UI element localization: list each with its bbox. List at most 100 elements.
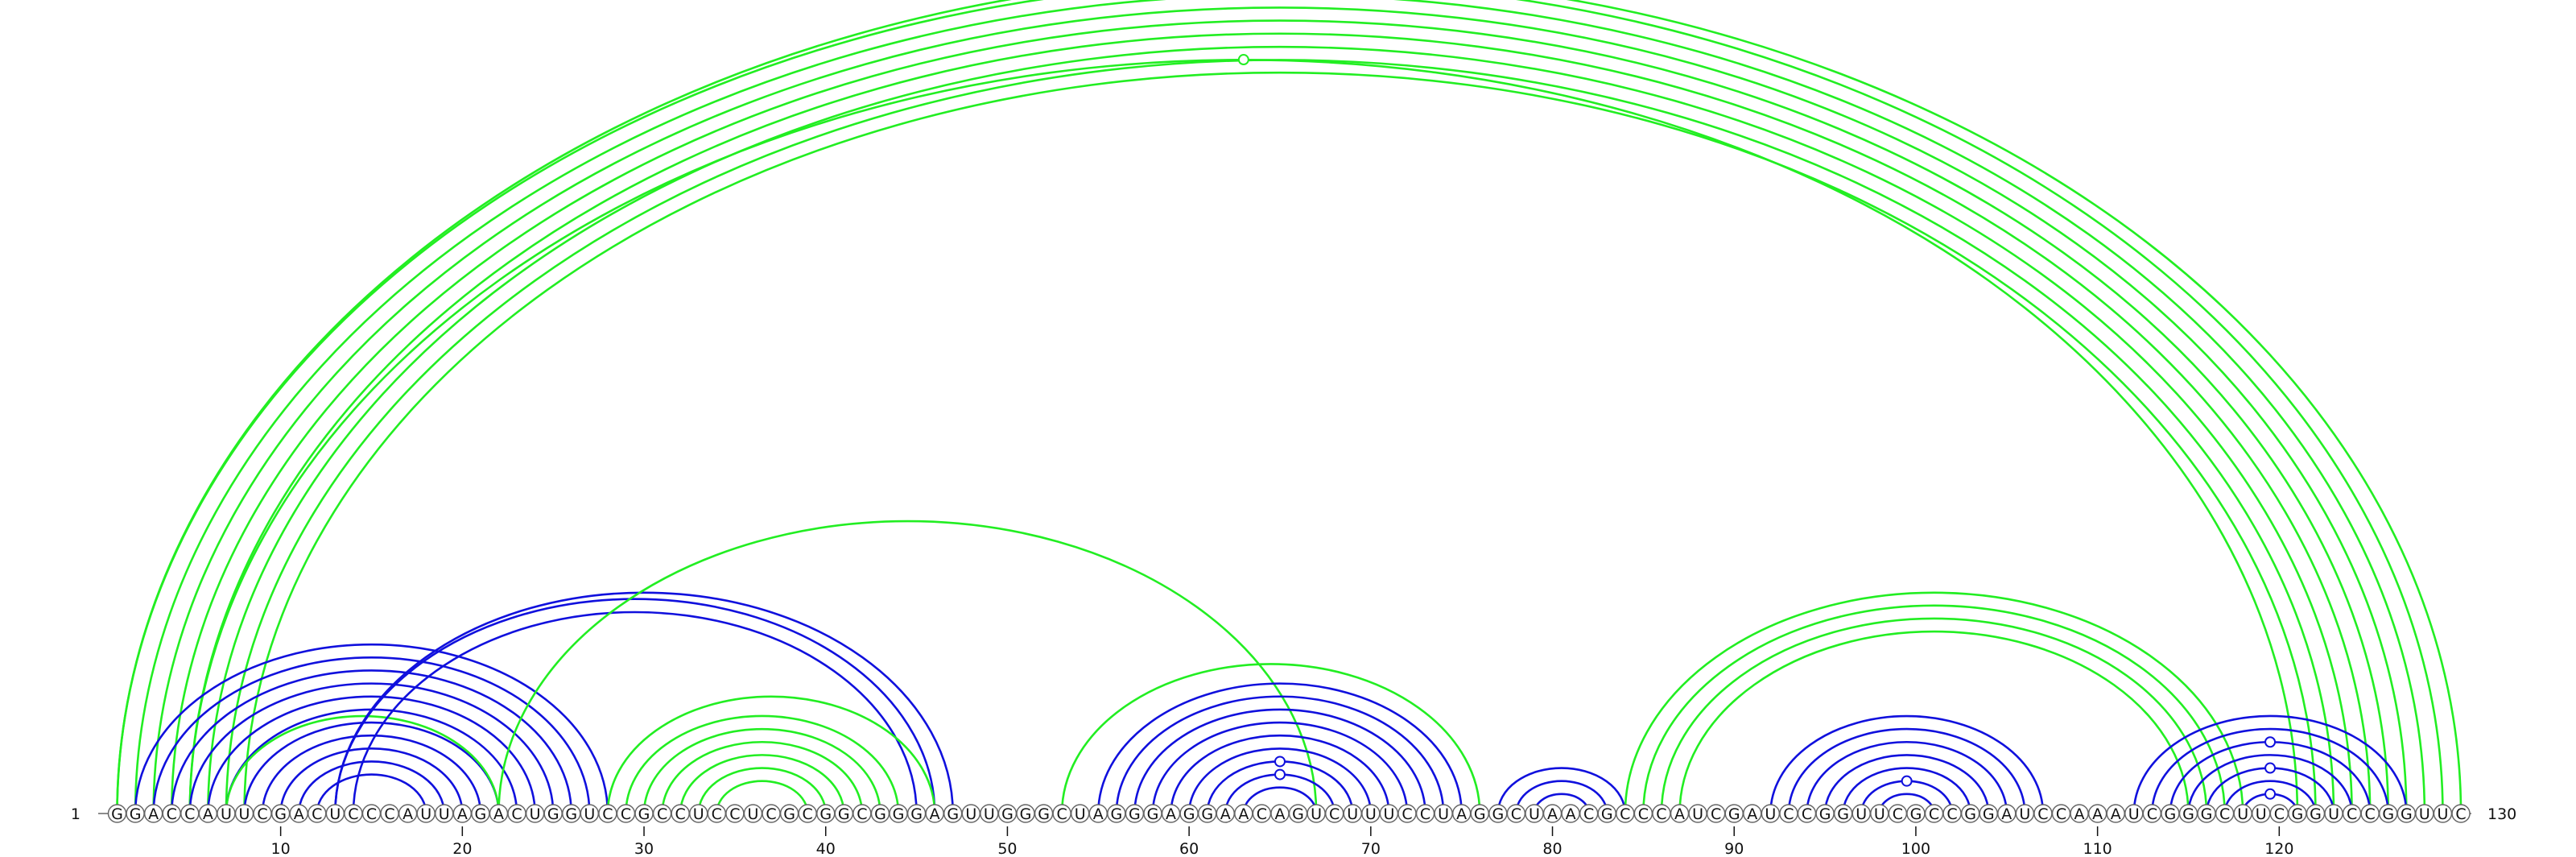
nucleotide: C [1579, 804, 1599, 823]
nucleotide-letter: C [257, 805, 267, 823]
nucleotide: U [1688, 804, 1707, 823]
nucleotide: C [852, 804, 872, 823]
nucleotide-letter: U [2019, 805, 2030, 823]
nucleotide-letter: G [2292, 805, 2304, 823]
base-pair-arc [716, 780, 809, 814]
base-pair-arc [606, 695, 936, 814]
nucleotide: C [1324, 804, 1344, 823]
nucleotide-letter: G [2310, 805, 2322, 823]
nucleotide-letter: G [1601, 805, 1613, 823]
nucleotide: A [289, 804, 308, 823]
base-pair-arc [1678, 630, 2190, 814]
nucleotide-letter: A [1747, 805, 1757, 823]
nucleotide-letter: C [184, 805, 195, 823]
nucleotide-letter: G [638, 805, 650, 823]
nucleotide-letter: A [148, 805, 159, 823]
nucleotide: C [380, 804, 399, 823]
nucleotide: A [1451, 804, 1472, 823]
nucleotide-letter: A [203, 805, 213, 823]
nucleotide: C [344, 804, 363, 823]
nucleotide: C [616, 804, 636, 823]
nucleotide-letter: U [693, 805, 704, 823]
base-pair-arc [1624, 591, 2244, 814]
base-pair-arc [1151, 721, 1409, 814]
nucleotide: U [2415, 804, 2434, 823]
nucleotide-letter: G [2382, 805, 2394, 823]
nucleotide: U [980, 804, 999, 823]
nucleotide: A [198, 804, 218, 823]
nucleotide: A [1670, 804, 1690, 823]
nucleotide: C [1616, 804, 1635, 823]
base-pair-arc [297, 760, 446, 814]
nucleotide: C [671, 804, 690, 823]
position-label: 20 [452, 840, 472, 857]
start-label: 1 [71, 805, 80, 823]
nucleotide-letter: U [2237, 805, 2248, 823]
nucleotide: C [725, 804, 745, 823]
nucleotide-letter: A [1674, 805, 1685, 823]
pair-marker [2264, 762, 2277, 774]
nucleotide-letter: G [1001, 805, 1013, 823]
base-pair-arc [170, 669, 573, 814]
base-pair-arc [2187, 754, 2353, 814]
base-pair-arc [497, 520, 1318, 814]
nucleotide: A [1270, 804, 1290, 823]
nucleotide-letter: G [2165, 805, 2177, 823]
nucleotide-letter: C [2147, 805, 2157, 823]
nucleotide-letter: G [2182, 805, 2194, 823]
base-pair-arc [1769, 714, 2045, 814]
nucleotide: C [1942, 804, 1962, 823]
nucleotide: G [779, 804, 799, 823]
nucleotide-letter: A [2074, 805, 2085, 823]
nucleotide-letter: U [1383, 805, 1394, 823]
nucleotide-letter: A [1566, 805, 1576, 823]
base-pair-arc [642, 727, 881, 814]
pair-marker [1274, 768, 1286, 780]
base-pair-arc [1787, 727, 2026, 814]
nucleotide: G [126, 804, 145, 823]
base-pair-arc [1515, 780, 1608, 814]
nucleotide: G [1470, 804, 1489, 823]
nucleotide-letter: U [1075, 805, 1086, 823]
nucleotide: G [997, 804, 1018, 823]
nucleotide: C [2051, 804, 2071, 823]
nucleotide-letter: C [366, 805, 377, 823]
nucleotide: G [543, 804, 563, 823]
nucleotide-letter: U [329, 805, 341, 823]
nucleotide-letter: C [657, 805, 667, 823]
nucleotide: U [1379, 804, 1399, 823]
base-pair-arc [170, 19, 2390, 814]
nucleotide-letter: C [1946, 805, 1957, 823]
nucleotide-letter: G [874, 805, 886, 823]
position-label: 30 [634, 840, 654, 857]
nucleotide: U [2124, 804, 2144, 823]
nucleotide-letter: G [1819, 805, 1831, 823]
nucleotide-letter: C [1402, 805, 1412, 823]
nucleotide-letter: G [1474, 805, 1486, 823]
nucleotide-letter: G [783, 805, 795, 823]
nucleotide-letter: U [965, 805, 976, 823]
nucleotide: A [1216, 804, 1236, 823]
nucleotide-letter: U [1856, 805, 1867, 823]
nucleotide-letter: C [312, 805, 322, 823]
nucleotide: C [598, 804, 617, 823]
nucleotide-letter: C [1802, 805, 1812, 823]
nucleotide-letter: C [2365, 805, 2376, 823]
base-pair-arc [661, 741, 864, 814]
nucleotide: C [1397, 804, 1417, 823]
base-pair-arc [118, 0, 2462, 814]
nucleotide-letter: C [2455, 805, 2466, 823]
nucleotide: A [489, 804, 509, 823]
nucleotide-letter: C [803, 805, 813, 823]
nucleotide: A [1542, 804, 1563, 823]
nucleotide: A [1561, 804, 1580, 823]
nucleotide: C [762, 804, 781, 823]
nucleotide-letter: G [838, 805, 850, 823]
nucleotide-letter: U [1311, 805, 1322, 823]
base-pair-arc [1660, 617, 2208, 814]
pair-marker [2264, 788, 2277, 800]
base-pair-arc [1806, 741, 2008, 814]
base-pair-arc [1842, 767, 1971, 814]
nucleotide: G [270, 804, 291, 823]
nucleotide: C [1888, 804, 1908, 823]
